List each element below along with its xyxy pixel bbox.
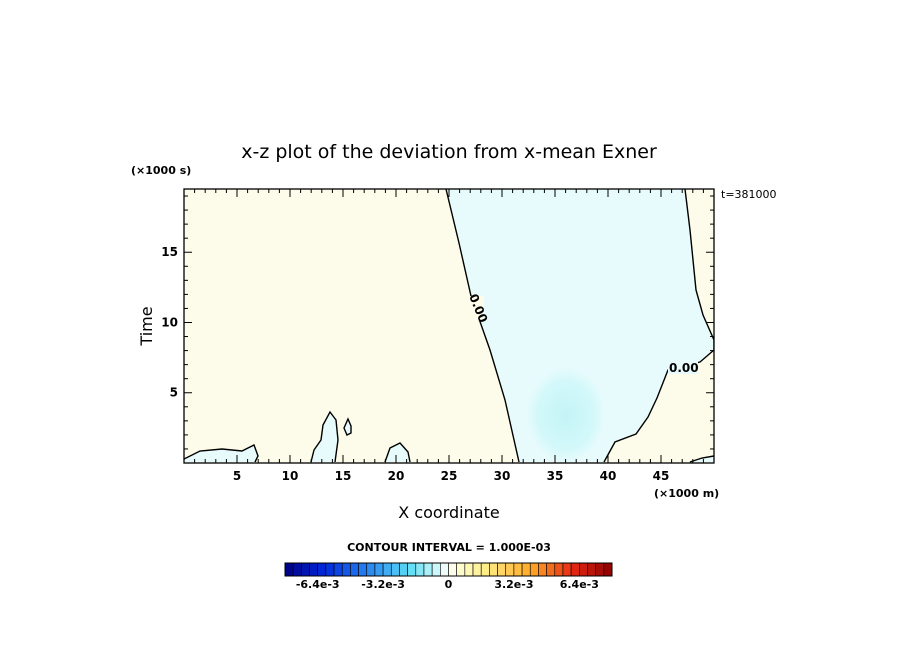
colorbar-cell — [603, 562, 613, 577]
colorbar-cell — [325, 562, 335, 577]
y-tick-label: 15 — [161, 245, 178, 259]
chart-title: x-z plot of the deviation from x-mean Ex… — [241, 141, 657, 163]
colorbar-cell — [554, 562, 564, 577]
colorbar-cell — [341, 562, 351, 577]
x-axis-label: X coordinate — [398, 503, 499, 522]
zero-contour-lines — [184, 189, 714, 463]
colorbar-cell — [538, 562, 547, 577]
colorbar-cell — [374, 562, 384, 577]
contour-label-bg-1 — [464, 296, 484, 320]
colorbar — [284, 562, 613, 577]
contour-label-2: 0.00 — [669, 361, 699, 375]
colorbar-cell — [505, 562, 515, 577]
colorbar-cell — [578, 562, 588, 577]
y-unit-label: (×1000 s) — [131, 164, 191, 177]
left-negative-patch — [184, 445, 258, 462]
colorbar-cell — [399, 562, 408, 577]
y-tick-label: 5 — [170, 386, 178, 400]
colorbar-cell — [489, 562, 498, 577]
colorbar-cell — [464, 562, 474, 577]
x-tick-label: 5 — [233, 469, 241, 483]
colorbar-tick-label: 6.4e-3 — [560, 578, 599, 591]
colorbar-cell — [309, 562, 318, 577]
colorbar-tick-label: 3.2e-3 — [494, 578, 533, 591]
colorbar-cell — [480, 562, 490, 577]
colorbar-cell — [513, 562, 523, 577]
colorbar-cell — [595, 562, 605, 577]
colorbar-cell — [423, 562, 433, 577]
colorbar-cell — [358, 562, 368, 577]
colorbar-cell — [366, 562, 376, 577]
time-label: t=381000 — [721, 188, 777, 201]
x-tick-label: 15 — [335, 469, 352, 483]
colorbar-cell — [390, 562, 400, 577]
colorbar-cell — [440, 562, 449, 577]
x-tick-label: 20 — [388, 469, 405, 483]
x-tick-label: 30 — [494, 469, 511, 483]
colorbar-cell — [562, 562, 572, 577]
x-tick-label: 40 — [600, 469, 617, 483]
y-axis-label: Time — [137, 306, 156, 346]
colorbar-frame — [284, 562, 613, 577]
colorbar-cell — [448, 562, 457, 577]
colorbar-cell — [529, 562, 539, 577]
colorbar-cell — [431, 562, 441, 577]
x-tick-label: 25 — [441, 469, 458, 483]
colorbar-cell — [472, 562, 482, 577]
colorbar-cell — [521, 562, 531, 577]
colorbar-cell — [415, 562, 425, 577]
colorbar-cell — [350, 562, 359, 577]
y-tick-label: 10 — [161, 315, 178, 329]
contour-label-bg-2 — [668, 360, 698, 374]
x-unit-label: (×1000 m) — [654, 487, 719, 500]
colorbar-cell — [317, 562, 327, 577]
colorbar-cell — [570, 562, 580, 577]
colorbar-ticks: -6.4e-3 -3.2e-3 0 3.2e-3 6.4e-3 — [296, 578, 599, 591]
colorbar-title: CONTOUR INTERVAL = 1.000E-03 — [347, 541, 551, 554]
colorbar-tick-label: 0 — [445, 578, 453, 591]
x-axis-ticks: 5 10 15 20 25 30 35 40 45 — [194, 189, 704, 483]
colorbar-cell — [497, 562, 507, 577]
colorbar-cell — [546, 562, 556, 577]
strong-negative-blob — [526, 367, 606, 463]
y-axis-ticks: 5 10 15 — [161, 195, 714, 450]
plot-area — [184, 189, 714, 463]
colorbar-cell — [587, 562, 596, 577]
colorbar-cell — [382, 562, 392, 577]
colorbar-cell — [333, 562, 343, 577]
colorbar-cell — [407, 562, 417, 577]
colorbar-tick-label: -6.4e-3 — [296, 578, 340, 591]
colorbar-tick-label: -3.2e-3 — [361, 578, 405, 591]
mid-negative-patch — [311, 412, 338, 462]
colorbar-cell — [292, 562, 302, 577]
x-tick-label: 45 — [653, 469, 670, 483]
negative-region — [446, 189, 714, 462]
colorbar-cell — [301, 562, 310, 577]
x-tick-label: 35 — [547, 469, 564, 483]
colorbar-cell — [456, 562, 466, 577]
x-tick-label: 10 — [282, 469, 299, 483]
colorbar-cell — [284, 562, 294, 577]
